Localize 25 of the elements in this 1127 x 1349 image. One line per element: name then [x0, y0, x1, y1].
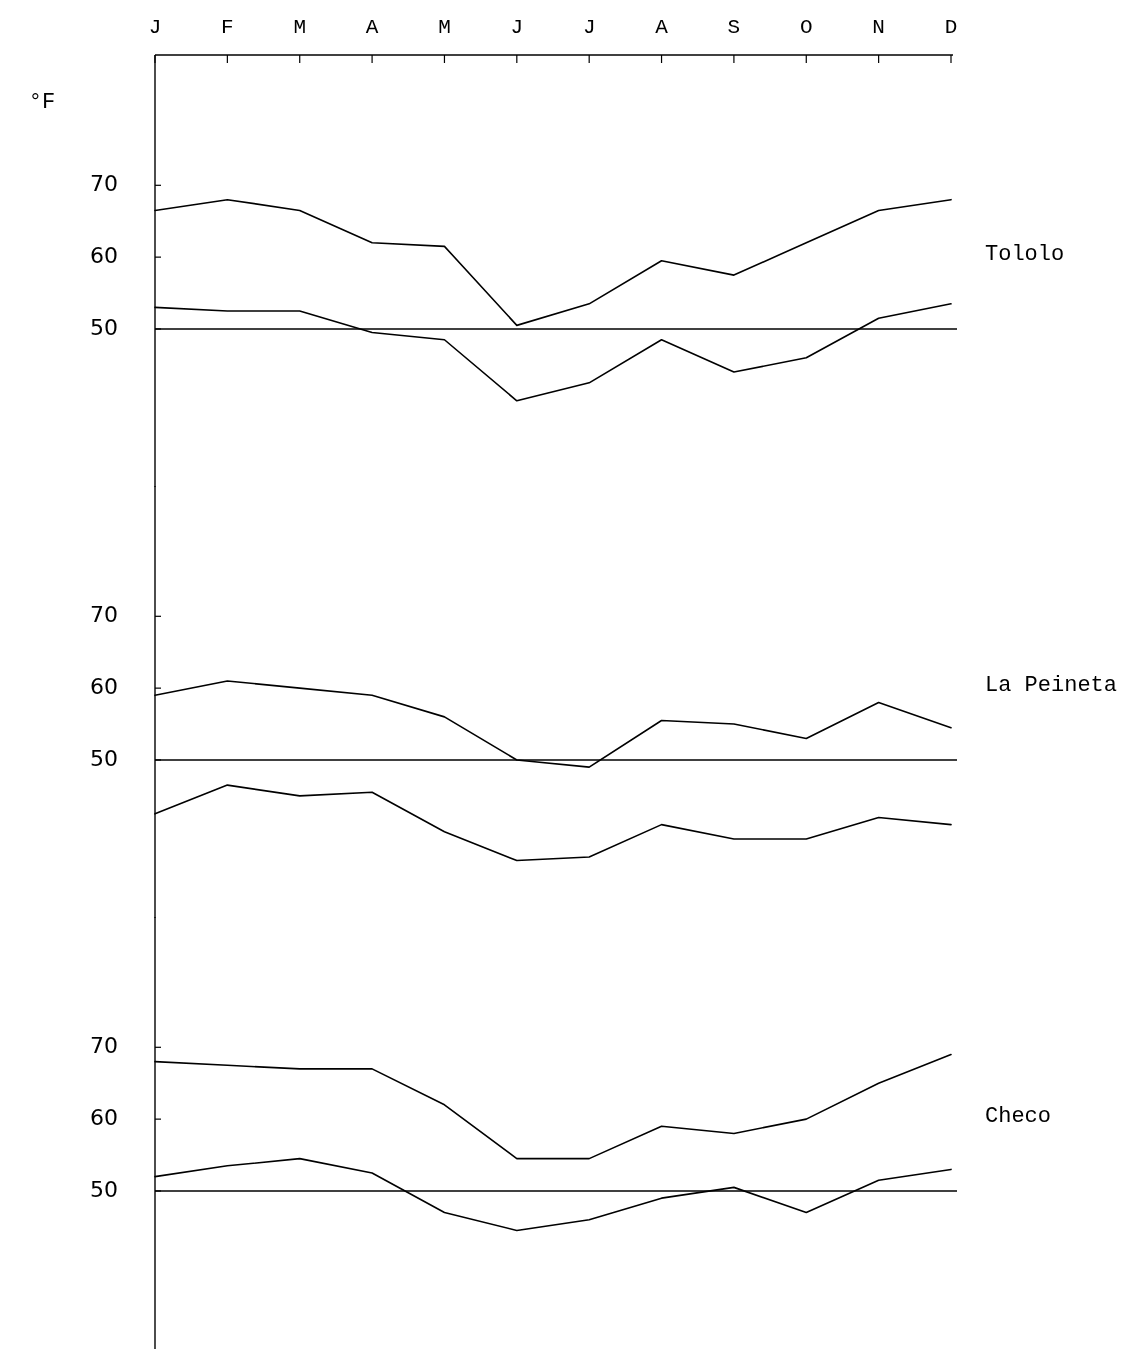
y-tick-label: 50 — [90, 1176, 118, 1202]
x-tick-label: O — [799, 15, 813, 39]
x-tick-label: J — [582, 15, 596, 39]
y-tick-label: 60 — [90, 1105, 118, 1131]
x-tick-label: M — [438, 15, 451, 39]
x-tick-label: J — [148, 15, 162, 39]
x-tick-label: M — [293, 15, 307, 39]
x-tick-label: D — [944, 15, 958, 39]
y-tick-label: 60 — [90, 243, 118, 269]
y-tick-label: 70 — [90, 1033, 118, 1059]
text: Tololo — [985, 241, 1065, 267]
x-tick-label: A — [365, 15, 379, 39]
y-tick-label: 50 — [90, 745, 118, 771]
x-tick-label: J — [510, 15, 524, 39]
x-tick-label: N — [872, 15, 885, 39]
y-tick-label: 70 — [90, 171, 118, 197]
x-tick-label: A — [655, 15, 669, 39]
y-tick-label: 50 — [90, 314, 118, 340]
y-tick-label: 60 — [90, 674, 118, 700]
x-tick-label: S — [727, 15, 741, 39]
y-axis-title: °F — [28, 89, 56, 115]
y-tick-label: 70 — [90, 602, 118, 628]
x-tick-label: F — [221, 15, 234, 39]
text: La Peineta — [985, 672, 1118, 698]
text: Checo — [985, 1103, 1052, 1129]
